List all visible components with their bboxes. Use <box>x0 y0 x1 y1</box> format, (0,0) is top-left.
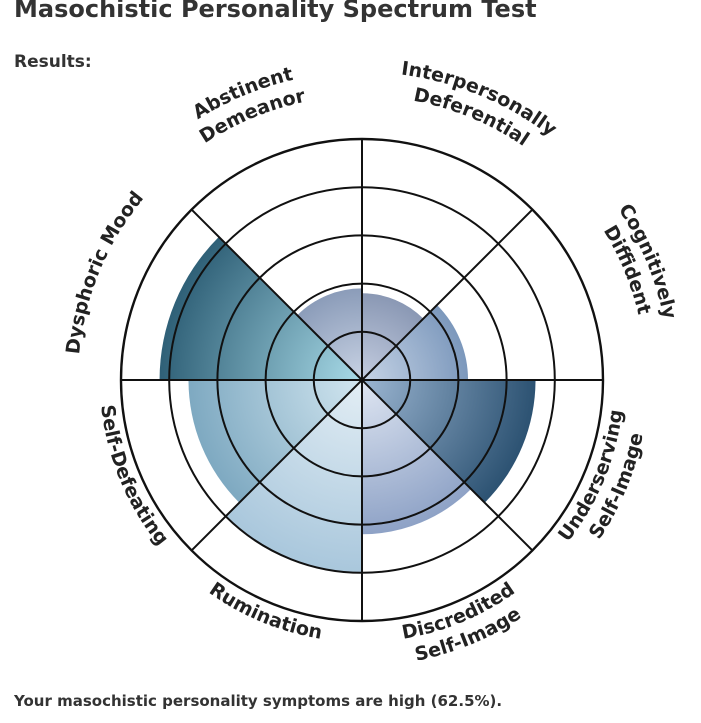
spoke-5 <box>190 379 363 552</box>
wedge-discredited-self-image <box>362 380 472 535</box>
spoke-7 <box>190 208 363 381</box>
category-label-line: Self-Defeating <box>96 404 173 550</box>
category-label-self-defeating: Self-Defeating <box>96 404 173 550</box>
wedge-abstinent-demeanor <box>297 288 362 380</box>
wedge-dysphoric-mood <box>159 236 362 380</box>
wedge-cognitively-diffident <box>362 305 469 380</box>
category-label-line: Rumination <box>205 578 324 644</box>
spoke-3 <box>361 379 534 552</box>
wedge-interpersonally-deferential <box>362 293 424 380</box>
wedge-underserving-self-image <box>362 380 536 503</box>
spoke-1 <box>361 208 534 381</box>
category-label-rumination: Rumination <box>205 578 324 644</box>
wedge-rumination <box>225 380 362 573</box>
wedge-self-defeating <box>188 380 362 503</box>
page-title: Masochistic Personality Spectrum Test <box>14 0 537 23</box>
results-label: Results: <box>14 52 92 72</box>
category-label-line: Dysphoric Mood <box>62 187 148 355</box>
wedges-layer <box>159 236 536 573</box>
grid-layer <box>119 137 605 623</box>
category-label-dysphoric-mood: Dysphoric Mood <box>62 187 148 355</box>
result-summary: Your masochistic personality symptoms ar… <box>14 692 503 710</box>
